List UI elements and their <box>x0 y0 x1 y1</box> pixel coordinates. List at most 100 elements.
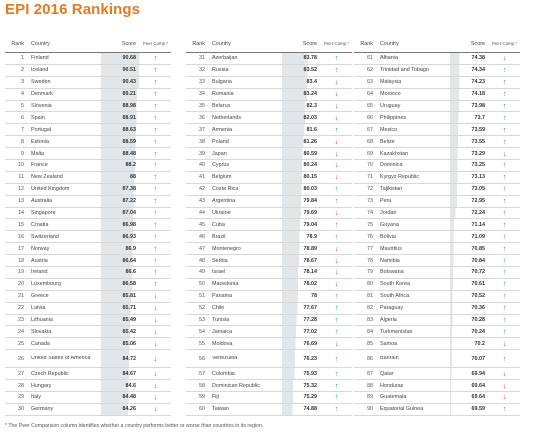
rank-cell: 89 <box>367 394 373 401</box>
peer-comp-cell: ↑ <box>321 380 352 390</box>
country-cell: Belarus <box>212 103 231 109</box>
header-country: Country <box>212 40 231 47</box>
table-row: 55 Moldova 76.69 ↓ <box>186 338 352 351</box>
arrow-up-icon: ↑ <box>153 243 158 253</box>
peer-comp-cell: ↑ <box>489 280 520 288</box>
arrow-up-icon: ↑ <box>502 160 507 170</box>
arrow-up-icon: ↑ <box>153 219 158 229</box>
score-cell: 73.05 <box>450 183 489 195</box>
table-row: 36 Netherlands 82.03 ↓ <box>186 112 352 125</box>
table-row: 64 Morocco 74.18 ↑ <box>354 88 520 101</box>
table-row: 6 Spain 88.91 ↑ <box>5 112 171 125</box>
score-cell: 74.18 <box>450 88 489 100</box>
rank-cell: 44 <box>199 210 205 217</box>
peer-comp-cell: ↓ <box>140 405 171 413</box>
score-cell: 70.07 <box>450 350 489 368</box>
peer-comp-cell: ↑ <box>489 304 520 312</box>
rank-cell: 73 <box>367 198 373 205</box>
score-cell: 90.43 <box>101 76 140 88</box>
arrow-down-icon: ↓ <box>334 172 339 182</box>
arrow-down-icon: ↓ <box>153 392 158 402</box>
arrow-down-icon: ↓ <box>334 255 339 265</box>
rank-cell: 72 <box>367 186 373 193</box>
rank-cell: 38 <box>199 138 205 145</box>
table-row: 33 Bulgaria 83.4 ↓ <box>186 76 352 89</box>
arrow-up-icon: ↑ <box>334 380 339 390</box>
rank-cell: 64 <box>367 91 373 98</box>
peer-comp-cell: ↑ <box>321 221 352 229</box>
score-cell: 69.64 <box>450 380 489 392</box>
arrow-down-icon: ↓ <box>502 338 507 348</box>
peer-comp-cell: ↓ <box>140 381 171 390</box>
country-cell: Poland <box>212 138 229 145</box>
table-row: 7 Portugal 88.63 ↑ <box>5 124 171 137</box>
country-cell: Morocco <box>380 91 401 98</box>
table-row: 34 Romania 83.24 ↓ <box>186 88 352 101</box>
arrow-up-icon: ↑ <box>502 279 507 289</box>
rank-cell: 59 <box>199 394 205 401</box>
table-row: 12 United Kingdom 87.38 ↑ <box>5 183 171 196</box>
country-cell: Portugal <box>31 126 52 133</box>
rank-cell: 65 <box>367 103 373 109</box>
table-row: 88 Honduras 69.64 ↓ <box>354 380 520 393</box>
country-cell: United Kingdom <box>31 186 70 193</box>
peer-comp-cell: ↓ <box>321 114 352 122</box>
rank-cell: 67 <box>367 126 373 133</box>
score-cell: 70.36 <box>450 302 489 314</box>
country-cell: Kazakhstan <box>380 150 409 157</box>
country-cell: Turkmenistan <box>380 328 413 335</box>
peer-comp-cell: ↓ <box>321 268 352 276</box>
peer-comp-cell: ↑ <box>140 90 171 98</box>
arrow-down-icon: ↓ <box>153 303 158 313</box>
arrow-up-icon: ↑ <box>153 160 158 170</box>
country-cell: Norway <box>31 245 50 252</box>
peer-comp-cell: ↑ <box>489 102 520 110</box>
rank-cell: 60 <box>199 406 205 413</box>
peer-comp-cell: ↑ <box>489 137 520 146</box>
score-cell: 86.93 <box>101 231 140 243</box>
page-title: EPI 2016 Rankings <box>5 1 141 18</box>
peer-comp-cell: ↑ <box>489 90 520 98</box>
table-row: 53 Tunisia 77.28 ↑ <box>186 314 352 327</box>
rank-cell: 48 <box>199 257 205 264</box>
arrow-up-icon: ↑ <box>334 53 339 63</box>
rank-cell: 40 <box>199 162 205 169</box>
rank-cell: 49 <box>199 269 205 276</box>
score-cell: 69.64 <box>450 392 489 403</box>
peer-comp-cell: ↓ <box>321 102 352 110</box>
score-cell: 88.59 <box>101 136 140 148</box>
arrow-down-icon: ↓ <box>334 243 339 253</box>
table-row: 71 Kyrgyz Republic 73.13 ↑ <box>354 171 520 184</box>
peer-comp-cell: ↓ <box>321 90 352 98</box>
peer-comp-cell: ↓ <box>489 149 520 158</box>
arrow-up-icon: ↑ <box>334 219 339 229</box>
country-cell: Malaysia <box>380 79 402 86</box>
score-cell: 74.88 <box>282 403 321 415</box>
rank-cell: 16 <box>18 233 24 240</box>
table-row: 90 Equatorial Guinea 69.59 ↑ <box>354 403 520 416</box>
country-cell: Macedonia <box>212 281 239 288</box>
score-cell: 85.06 <box>101 338 140 350</box>
arrow-up-icon: ↑ <box>334 392 339 402</box>
score-cell: 70.52 <box>450 290 489 302</box>
table-row: 50 Macedonia 78.02 ↓ <box>186 278 352 291</box>
header-rank: Rank <box>11 40 24 47</box>
score-cell: 73.98 <box>450 100 489 112</box>
arrow-up-icon: ↑ <box>334 315 339 325</box>
country-cell: Azerbaijan <box>212 55 238 62</box>
peer-comp-cell: ↓ <box>489 369 520 378</box>
rank-cell: 88 <box>367 382 373 389</box>
country-cell: Argentina <box>212 198 236 205</box>
rank-cell: 12 <box>18 186 24 193</box>
score-cell: 88.48 <box>101 148 140 160</box>
table-row: 11 New Zealand 88 ↑ <box>5 171 171 184</box>
rank-cell: 79 <box>367 269 373 276</box>
peer-comp-cell: ↑ <box>489 316 520 324</box>
table-row: 16 Switzerland 86.93 ↑ <box>5 231 171 244</box>
peer-comp-cell: ↑ <box>489 197 520 205</box>
arrow-up-icon: ↑ <box>334 196 339 206</box>
score-cell: 86.64 <box>101 255 140 267</box>
rank-cell: 35 <box>199 103 205 109</box>
rank-cell: 58 <box>199 382 205 389</box>
rank-cell: 3 <box>21 79 24 86</box>
